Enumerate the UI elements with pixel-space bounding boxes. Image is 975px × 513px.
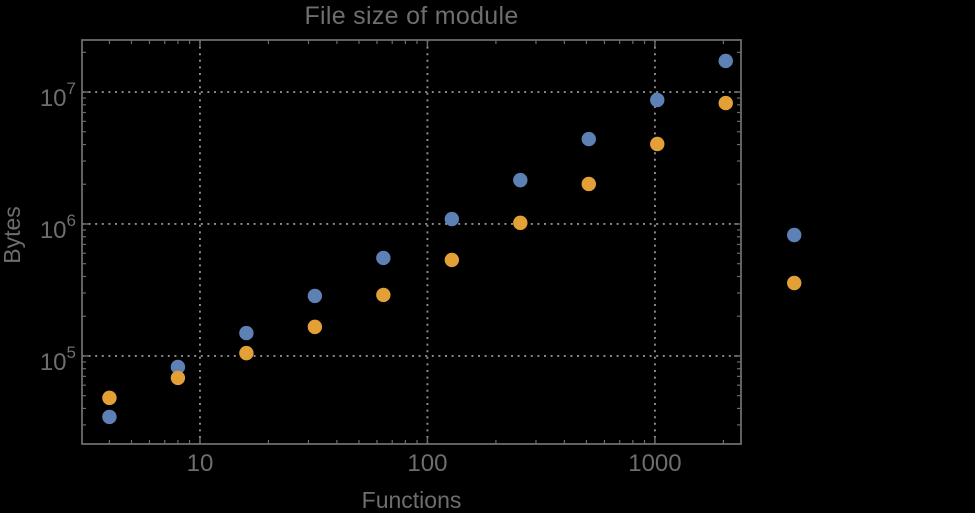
data-point-orange [718,95,733,111]
data-point-orange [239,345,254,361]
y-axis-label: Bytes [0,206,25,264]
data-point-blue [170,359,186,375]
data-point-blue [650,92,665,108]
data-point-blue [581,131,596,147]
data-point-blue [787,227,802,243]
x-tick-label: 10 [187,450,214,477]
data-point-blue [513,172,528,188]
data-point-orange [444,252,460,268]
x-axis-label: Functions [361,487,462,513]
data-point-blue [102,409,117,425]
data-point-orange [650,136,665,152]
data-point-blue [444,211,460,227]
chart-title: File size of module [304,2,519,30]
y-tick-label: 105 [40,343,76,376]
data-point-blue [239,325,254,341]
y-tick-label: 106 [40,211,76,244]
plot-frame [81,39,742,445]
data-point-orange [581,176,596,192]
data-point-blue [307,288,323,304]
data-point-orange [307,319,323,335]
data-point-orange [513,215,528,231]
data-point-orange [170,370,186,386]
data-point-blue [376,250,391,266]
data-point-orange [376,287,391,303]
data-point-blue [718,53,733,69]
y-tick-label: 107 [40,79,76,112]
x-tick-label: 1000 [628,450,681,477]
data-point-orange [787,275,802,291]
x-tick-label: 100 [407,450,447,477]
data-point-orange [102,390,117,406]
